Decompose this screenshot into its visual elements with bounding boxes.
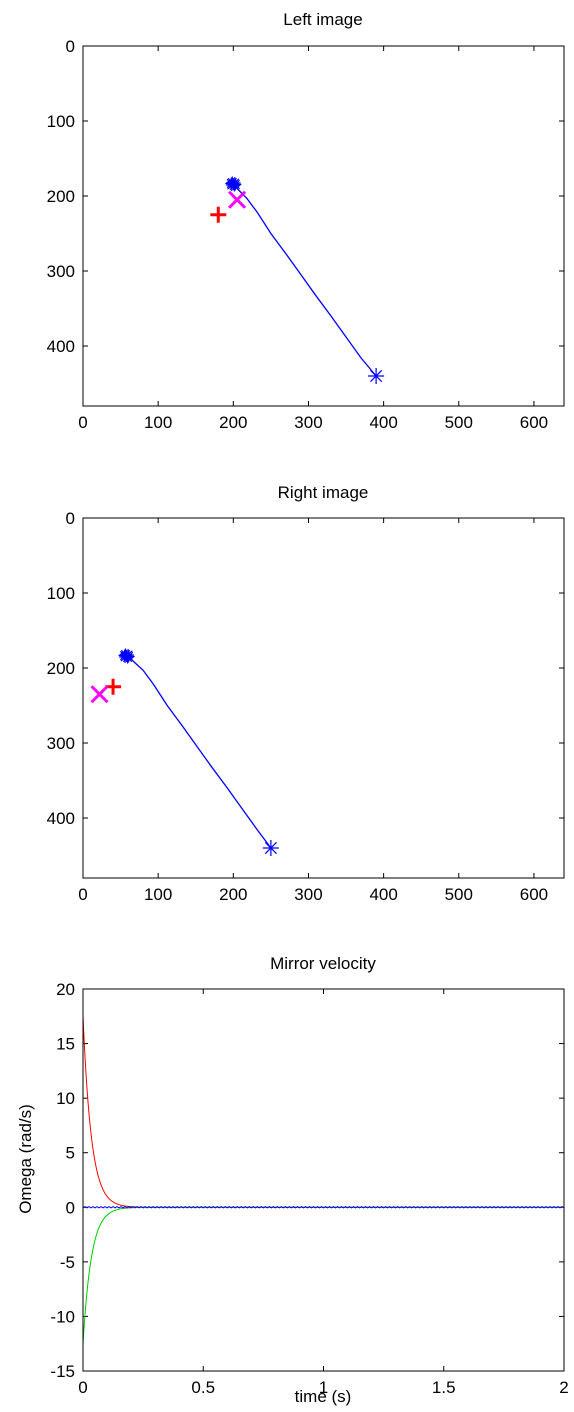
x-tick-label: 0 — [78, 413, 87, 432]
estimate-cross-marker — [228, 190, 247, 209]
x-tick-label: 100 — [144, 885, 172, 904]
x-tick-label: 300 — [294, 885, 322, 904]
x-tick-label: 400 — [369, 885, 397, 904]
mirror-velocity-title: Mirror velocity — [270, 954, 376, 973]
left-image-axes-frame — [82, 45, 565, 407]
mirror-velocity-axes-frame — [82, 988, 565, 1372]
y-tick-label: 100 — [47, 584, 75, 603]
y-tick-label: -5 — [60, 1253, 75, 1272]
end-point-marker — [262, 840, 279, 856]
mirror-velocity-xlabel: time (s) — [295, 1387, 352, 1406]
y-tick-label: 10 — [56, 1089, 75, 1108]
x-tick-label: 0.5 — [191, 1378, 215, 1397]
mirror-velocity-plot: Mirror velocity time (s) Omega (rad/s) 0… — [16, 954, 569, 1406]
start-cluster-marker-stroke — [226, 178, 236, 189]
y-tick-label: 0 — [66, 37, 75, 56]
x-tick-label: 200 — [219, 413, 247, 432]
right-image-axes-frame — [82, 517, 565, 879]
trajectory-line — [128, 656, 272, 849]
start-cluster-marker-stroke — [123, 651, 134, 662]
x-tick-label: 0 — [78, 885, 87, 904]
right-image-plot: Right image 0 100 200 300 400 500 600 0 100 200 30… — [47, 483, 565, 904]
y-tick-label: 400 — [47, 337, 75, 356]
left-image-title: Left image — [283, 10, 362, 29]
x-tick-label: 1 — [319, 1378, 328, 1397]
end-point-marker-stroke — [370, 369, 383, 383]
y-tick-label: 200 — [47, 659, 75, 678]
cross-b — [90, 685, 109, 704]
y-tick-label: 0 — [66, 1198, 75, 1217]
left-image-plot: Left image 0 100 200 300 400 500 600 0 100 200 300… — [47, 10, 565, 432]
y-tick-label: 20 — [56, 980, 75, 999]
end-point-marker — [368, 368, 385, 384]
start-cluster-marker-stroke — [230, 179, 240, 190]
x-tick-label: 600 — [520, 413, 548, 432]
y-tick-label: 300 — [47, 262, 75, 281]
end-point-marker-stroke — [264, 841, 277, 855]
velocity-series-line — [82, 1016, 564, 1208]
start-cluster-marker-stroke — [119, 650, 130, 661]
estimate-cross-marker — [90, 685, 109, 704]
y-tick-label: -15 — [50, 1362, 75, 1381]
x-tick-label: 1.5 — [432, 1378, 456, 1397]
x-tick-label: 2 — [559, 1378, 568, 1397]
target-plus-marker — [210, 206, 227, 223]
y-tick-label: 200 — [47, 187, 75, 206]
x-tick-label: 100 — [144, 413, 172, 432]
x-tick-label: 300 — [294, 413, 322, 432]
x-tick-label: 200 — [219, 885, 247, 904]
y-tick-label: -10 — [50, 1307, 75, 1326]
start-cluster-marker — [225, 177, 238, 190]
y-tick-label: 5 — [66, 1144, 75, 1163]
y-tick-label: 0 — [66, 509, 75, 528]
trajectory-line — [233, 184, 377, 377]
x-tick-label: 400 — [369, 413, 397, 432]
y-tick-label: 15 — [56, 1035, 75, 1054]
y-tick-label: 100 — [47, 112, 75, 131]
mirror-velocity-ylabel: Omega (rad/s) — [16, 1104, 35, 1214]
x-tick-label: 0 — [78, 1378, 87, 1397]
cross-b — [228, 190, 247, 209]
x-tick-label: 500 — [445, 413, 473, 432]
y-tick-label: 400 — [47, 809, 75, 828]
y-tick-label: 300 — [47, 734, 75, 753]
start-cluster-marker — [118, 649, 131, 662]
right-image-title: Right image — [278, 483, 369, 502]
velocity-series-line — [82, 1206, 564, 1344]
x-tick-label: 600 — [520, 885, 548, 904]
velocity-series-line — [82, 1206, 565, 1209]
x-tick-label: 500 — [445, 885, 473, 904]
